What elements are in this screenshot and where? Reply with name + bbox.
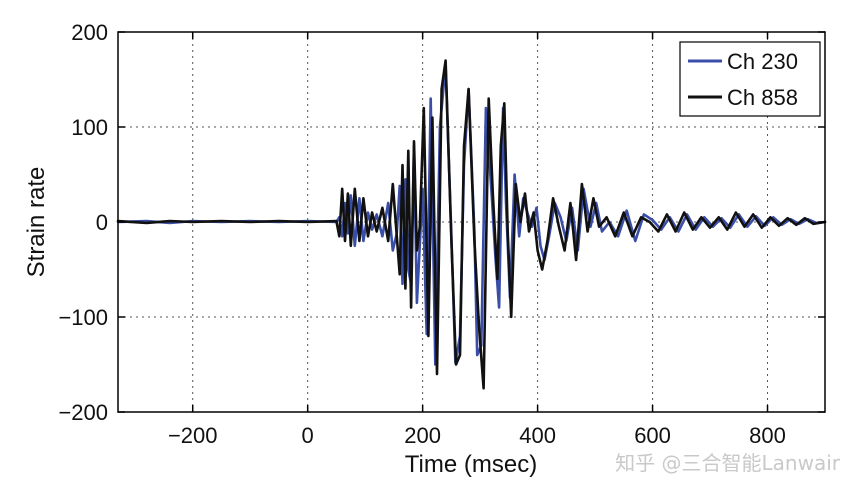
x-tick-label: 200 <box>404 423 441 448</box>
legend: Ch 230 Ch 858 <box>679 41 821 117</box>
watermark-text: 知乎 @三合智能Lanwair <box>615 451 841 475</box>
y-tick-label: 100 <box>71 115 108 140</box>
series-line-ch-230 <box>116 64 827 366</box>
y-tick-label: 200 <box>71 20 108 45</box>
series-lines <box>116 59 827 390</box>
x-tick-label: 600 <box>634 423 671 448</box>
x-axis-label: Time (msec) <box>405 451 537 478</box>
series-line-ch-858 <box>116 59 827 390</box>
y-axis-label: Strain rate <box>23 167 50 278</box>
y-tick-label: 0 <box>96 210 108 235</box>
x-tick-label: 800 <box>749 423 786 448</box>
legend-box <box>679 41 821 117</box>
x-tick-label: 0 <box>302 423 314 448</box>
legend-label-ch858: Ch 858 <box>727 85 798 110</box>
y-tick-label: −100 <box>58 305 108 330</box>
y-tick-label: −200 <box>58 400 108 425</box>
x-tick-label: −200 <box>168 423 218 448</box>
x-tick-label: 400 <box>519 423 556 448</box>
legend-label-ch230: Ch 230 <box>727 49 798 74</box>
axis-ticks: −200 0 200 400 600 800 −200 −100 0 100 200 <box>58 20 825 448</box>
